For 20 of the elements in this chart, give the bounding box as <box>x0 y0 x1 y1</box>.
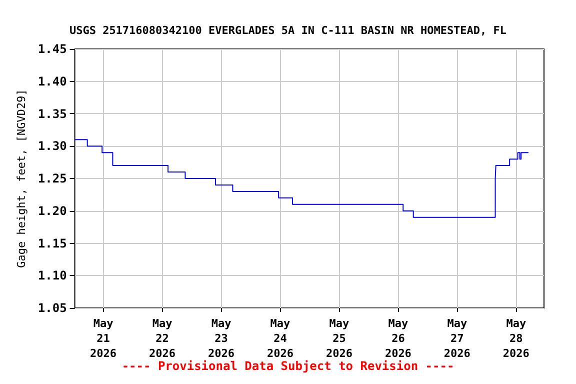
y-tick-label: 1.10 <box>38 268 67 283</box>
text: ---- Provisional Data Subject to Revision ---- <box>122 359 454 373</box>
x-tick-label: May 25 2026 <box>326 317 353 360</box>
x-tick-label: May 24 2026 <box>266 317 294 360</box>
y-tick-label: 1.45 <box>38 42 67 56</box>
y-tick-label: 1.15 <box>38 236 67 250</box>
y-tick-label: 1.20 <box>38 204 67 218</box>
x-tick-label: May 28 2026 <box>502 317 530 360</box>
chart-title: USGS 251716080342100 EVERGLADES 5A IN C-111 BASIN NR HOMESTEAD, FL <box>69 24 507 37</box>
y-tick-label: 1.05 <box>38 301 67 315</box>
y-tick-label: 1.40 <box>38 74 67 88</box>
x-tick-label: May 22 2026 <box>149 317 176 360</box>
x-tick-label: May 21 2026 <box>90 317 117 360</box>
y-tick-label: 1.30 <box>38 139 67 154</box>
y-tick-label: 1.35 <box>38 106 67 121</box>
x-tick-label: May 26 2026 <box>384 317 412 360</box>
y-tick-label: 1.25 <box>38 172 67 186</box>
x-tick-label: May 23 2026 <box>208 317 235 360</box>
x-tick-label: May 27 2026 <box>444 317 471 360</box>
y-axis-title: Gage height, feet, [NGVD29] <box>15 89 28 268</box>
